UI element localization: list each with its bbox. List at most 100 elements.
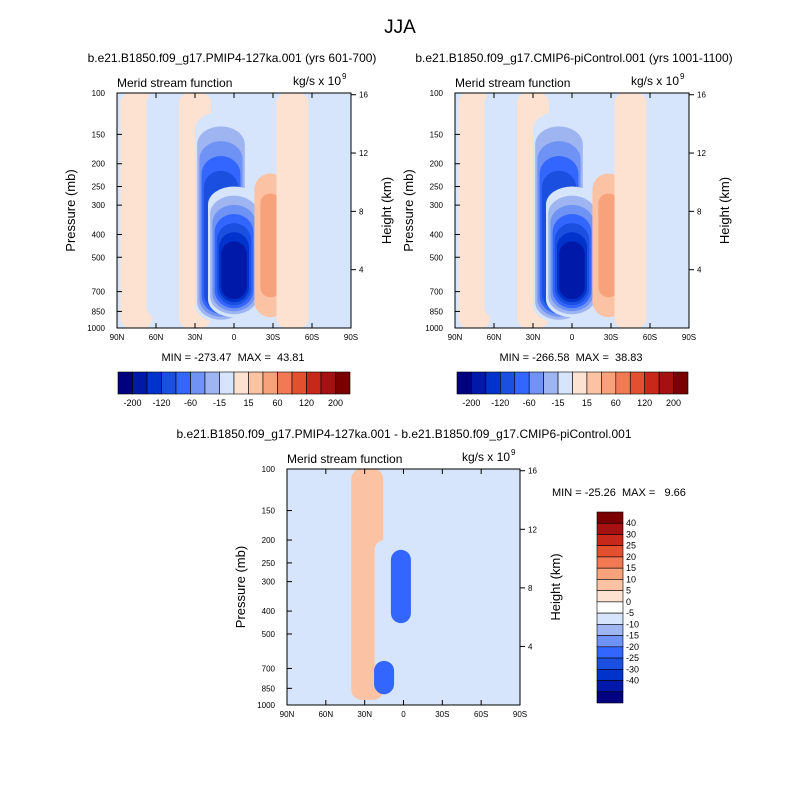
contour-cell (390, 549, 411, 624)
units-label: kg/s x 10 (462, 450, 510, 464)
x-tick-label: 60N (487, 333, 502, 342)
height-tick-label: 8 (528, 584, 533, 593)
colorbar-swatch (601, 371, 617, 395)
colorbar-label: -15 (626, 631, 639, 641)
y-tick-label: 250 (430, 183, 444, 192)
contour-cell (374, 660, 395, 695)
field-2 (287, 469, 520, 705)
colorbar-swatch (596, 612, 624, 625)
colorbar-swatch (596, 545, 624, 558)
colorbar-swatch (132, 371, 148, 395)
colorbar-swatch (543, 371, 559, 395)
y-tick-label: 850 (430, 307, 444, 316)
y-tick-label: 500 (430, 253, 444, 262)
x-tick-label: 30S (435, 710, 449, 719)
colorbar-swatch (117, 371, 133, 395)
y-tick-label: 300 (262, 578, 276, 587)
colorbar-swatch (262, 371, 278, 395)
colorbar-swatch (320, 371, 336, 395)
colorbar-label: 60 (272, 398, 282, 408)
colorbar-swatch (596, 534, 624, 547)
units-exponent: 9 (680, 72, 685, 81)
x-tick-label: 0 (570, 333, 575, 342)
colorbar-label: -120 (152, 398, 170, 408)
x-tick-label: 30N (526, 333, 541, 342)
colorbar-label: 0 (626, 597, 631, 607)
panel-1-plot: 90N 60N 30N 0 30S 60S 90S 100 150 200 250 300 400 500… (63, 72, 394, 342)
x-tick-label: 60S (305, 333, 319, 342)
colorbar-swatch (615, 371, 631, 395)
colorbar-swatch (485, 371, 501, 395)
y-tick-label: 500 (92, 253, 106, 262)
height-tick-label: 12 (359, 149, 368, 158)
colorbar-swatch (572, 371, 588, 395)
colorbar-swatch (596, 511, 624, 524)
y-tick-label: 850 (262, 684, 276, 693)
colorbar-swatch (596, 590, 624, 603)
y-tick-label: 100 (92, 89, 106, 98)
colorbar-label: 15 (626, 563, 636, 573)
panel-1-stats: MIN = -273.47 MAX = 43.81 (161, 352, 304, 364)
colorbar-swatch (248, 371, 264, 395)
y-tick-label: 150 (430, 130, 444, 139)
colorbar-swatch (596, 668, 624, 681)
x-tick-label: 0 (232, 333, 237, 342)
y-axis-label: Pressure (mb) (63, 169, 78, 251)
contour-cell (276, 93, 309, 328)
colorbar-swatch (596, 522, 624, 535)
colorbar-label: -15 (213, 398, 226, 408)
colorbar-label: 60 (611, 398, 621, 408)
field-0 (117, 93, 351, 328)
height-tick-label: 16 (528, 467, 537, 476)
x-tick-label: 60S (643, 333, 657, 342)
y-tick-label: 1000 (257, 701, 275, 710)
colorbar-label: -200 (123, 398, 141, 408)
right-axis-label: Height (km) (548, 553, 563, 620)
height-tick-label: 4 (359, 266, 364, 275)
y-tick-label: 400 (430, 230, 444, 239)
contour-cell (146, 93, 179, 318)
x-tick-label: 60N (318, 710, 333, 719)
colorbar-swatch (233, 371, 249, 395)
colorbar-swatch (471, 371, 487, 395)
colorbar-label: 120 (299, 398, 314, 408)
units-label: kg/s x 10 (631, 74, 679, 88)
variable-name: Merid stream function (455, 76, 570, 90)
y-tick-label: 700 (430, 288, 444, 297)
colorbar-swatch (528, 371, 544, 395)
units-exponent: 9 (342, 72, 347, 81)
height-tick-label: 8 (359, 207, 364, 216)
colorbar-swatch (596, 635, 624, 648)
panel-2-plot: 90N 60N 30N 0 30S 60S 90S 100 150 200 250 300 400 500… (401, 72, 732, 342)
y-tick-label: 100 (262, 465, 276, 474)
colorbar-swatch (658, 371, 674, 395)
height-tick-label: 12 (697, 149, 706, 158)
colorbar-swatch (219, 371, 235, 395)
field-1 (455, 93, 689, 328)
colorbar-label: 200 (328, 398, 343, 408)
y-tick-label: 100 (430, 89, 444, 98)
panel-3-title: b.e21.B1850.f09_g17.PMIP4-127ka.001 - b.… (177, 427, 632, 441)
colorbar-swatch (514, 371, 530, 395)
colorbar-label: 5 (626, 586, 631, 596)
colorbar-label: -5 (626, 608, 634, 618)
colorbar-swatch (596, 646, 624, 659)
y-tick-label: 300 (430, 201, 444, 210)
contour-cell (484, 93, 517, 318)
colorbar-label: -60 (523, 398, 536, 408)
colorbar-swatch (190, 371, 206, 395)
y-tick-label: 850 (92, 307, 106, 316)
y-axis-label: Pressure (mb) (401, 169, 416, 251)
y-tick-label: 300 (92, 201, 106, 210)
x-tick-label: 90S (682, 333, 696, 342)
colorbar-swatch (204, 371, 220, 395)
contour-cell (653, 93, 686, 328)
colorbar-label: -40 (626, 676, 639, 686)
variable-name: Merid stream function (117, 76, 232, 90)
x-tick-label: 30S (604, 333, 618, 342)
contour-cell (315, 93, 348, 328)
colorbar-label: 15 (243, 398, 253, 408)
colorbar-swatch (673, 371, 689, 395)
